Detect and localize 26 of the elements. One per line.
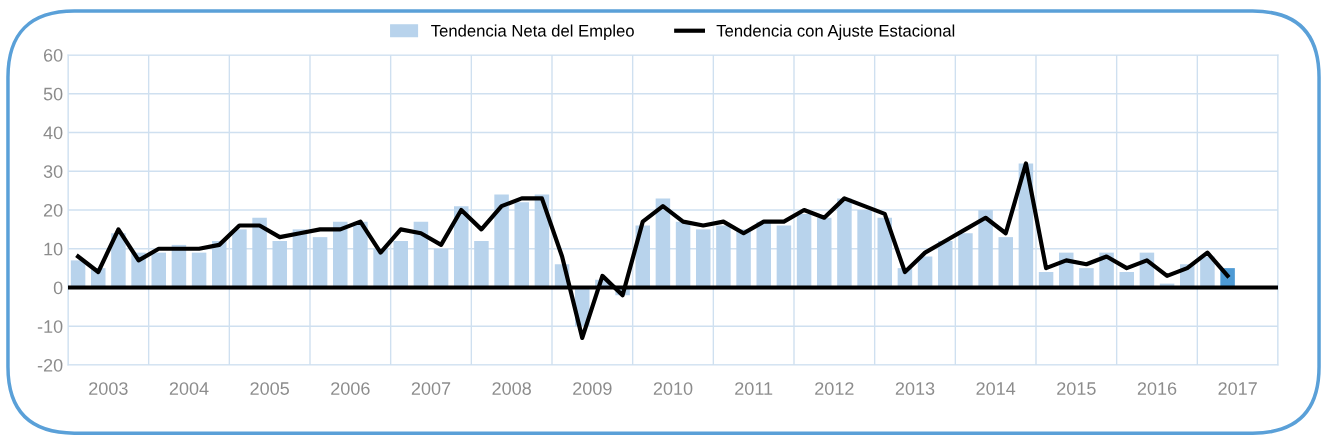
x-tick-label: 2011 <box>735 382 773 395</box>
x-tick-label: 2014 <box>976 382 1016 395</box>
x-tick-label: 2017 <box>1218 382 1257 395</box>
x-tick-label: 2010 <box>653 382 693 395</box>
y-tick-label: 30 <box>43 165 63 178</box>
x-tick-label: 2008 <box>492 382 531 395</box>
y-tick-label: 50 <box>43 87 63 101</box>
x-tick-label: 2016 <box>1137 382 1177 395</box>
y-tick-label: 60 <box>43 48 63 62</box>
x-tick-label: 2012 <box>815 382 854 395</box>
y-tick-label: 40 <box>43 126 63 140</box>
y-tick-label: 10 <box>44 242 63 256</box>
x-tick-label: 2009 <box>573 382 612 395</box>
y-tick-label: -10 <box>37 320 63 333</box>
x-tick-label: 2007 <box>411 382 451 395</box>
x-tick-label: 2015 <box>1057 382 1096 395</box>
legend-label: Tendencia Neta del Empleo <box>431 24 634 40</box>
x-tick-label: 2013 <box>895 382 935 395</box>
y-tick-label: -20 <box>37 358 63 372</box>
x-tick-label: 2004 <box>169 382 209 395</box>
x-tick-label: 2006 <box>331 382 370 395</box>
x-tick-label: 2005 <box>250 382 289 395</box>
y-tick-label: 0 <box>53 281 63 295</box>
legend-label: Tendencia con Ajuste Estacional <box>716 24 955 40</box>
y-tick-label: 20 <box>43 203 63 217</box>
x-tick-label: 2003 <box>89 382 128 395</box>
